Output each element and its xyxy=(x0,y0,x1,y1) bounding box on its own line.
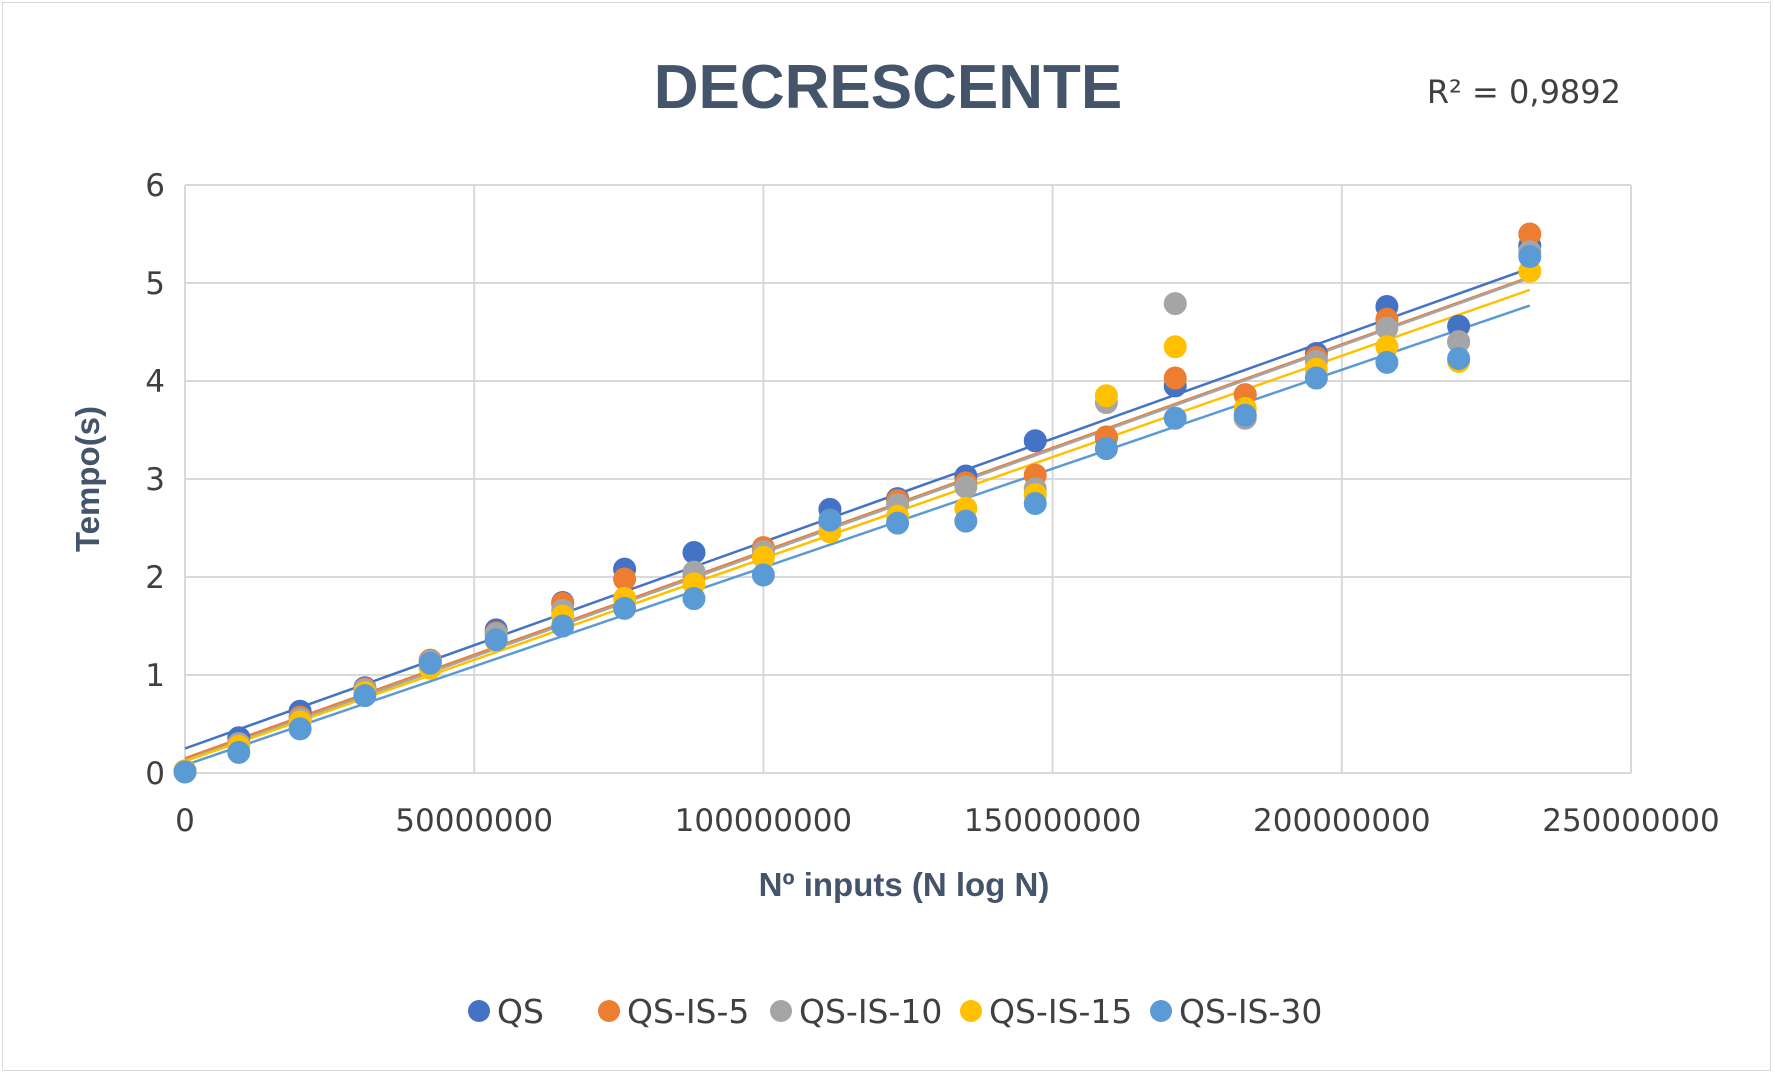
y-tick-label: 5 xyxy=(145,266,165,302)
point-qs-is-30 xyxy=(418,651,442,675)
x-axis-title: Nº inputs (N log N) xyxy=(759,866,1050,903)
point-qs-is-30 xyxy=(353,684,377,708)
point-qs-is-30 xyxy=(818,508,842,532)
legend-label: QS-IS-15 xyxy=(989,992,1132,1031)
legend-marker-qs-is-15 xyxy=(960,1000,982,1022)
x-tick-label: 0 xyxy=(175,803,195,839)
point-qs-is-30 xyxy=(227,740,251,764)
point-qs-is-10 xyxy=(954,475,978,499)
point-qs-is-5 xyxy=(613,567,637,591)
trendline-qs-is-10 xyxy=(184,276,1531,762)
point-qs-is-30 xyxy=(1023,492,1047,515)
point-qs-is-30 xyxy=(954,509,978,533)
point-qs-is-15 xyxy=(1163,335,1187,359)
point-qs-is-30 xyxy=(886,511,910,535)
point-qs-is-30 xyxy=(173,760,197,784)
x-tick-label: 100000000 xyxy=(675,803,853,839)
chart-svg: DECRESCENTE R² = 0,9892 0 1 2 3 4 5 6 0 50000000… xyxy=(69,53,1720,1031)
y-tick-label: 4 xyxy=(145,364,165,400)
point-qs-is-30 xyxy=(682,587,706,611)
legend-label: QS xyxy=(497,992,544,1031)
legend-label: QS-IS-30 xyxy=(1179,992,1322,1031)
point-qs-is-30 xyxy=(484,628,508,652)
point-qs-is-5 xyxy=(1163,366,1187,390)
point-qs-is-15 xyxy=(1094,384,1118,408)
trendline-qs-is-30 xyxy=(184,304,1531,767)
x-tick-label: 150000000 xyxy=(964,803,1142,839)
legend-marker-qs xyxy=(468,1000,490,1022)
point-qs xyxy=(682,541,706,564)
y-axis-title: Tempo(s) xyxy=(69,406,106,552)
point-qs-is-10 xyxy=(1163,292,1187,316)
legend-marker-qs-is-30 xyxy=(1150,1000,1172,1022)
legend-marker-qs-is-5 xyxy=(598,1000,620,1022)
legend-marker-qs-is-10 xyxy=(770,1000,792,1022)
y-tick-label: 1 xyxy=(145,658,165,694)
x-tick-label: 200000000 xyxy=(1253,803,1431,839)
legend-label: QS-IS-10 xyxy=(799,992,942,1031)
chart-title: DECRESCENTE xyxy=(654,53,1123,122)
point-qs-is-30 xyxy=(1375,350,1399,374)
y-tick-label: 3 xyxy=(145,462,165,498)
point-qs-is-30 xyxy=(1163,406,1187,430)
legend-label: QS-IS-5 xyxy=(627,992,749,1031)
point-qs xyxy=(1023,429,1047,453)
y-tick-label: 6 xyxy=(145,168,165,204)
r-squared-annotation: R² = 0,9892 xyxy=(1427,73,1621,111)
legend: QS QS-IS-5 QS-IS-10 QS-IS-15 QS-IS-30 xyxy=(468,992,1322,1031)
point-qs-is-30 xyxy=(288,717,312,741)
x-tick-label: 50000000 xyxy=(395,803,553,839)
trendlines xyxy=(184,267,1531,767)
point-qs-is-30 xyxy=(551,614,575,638)
point-qs-is-30 xyxy=(1094,437,1118,461)
axis-ticks: 0 1 2 3 4 5 6 0 50000000 100000000 150000000 200000… xyxy=(145,168,1719,839)
data-points xyxy=(173,222,1542,784)
point-qs-is-30 xyxy=(613,596,637,620)
y-tick-label: 0 xyxy=(145,756,165,792)
trendline-qs xyxy=(184,267,1531,750)
y-tick-label: 2 xyxy=(145,560,165,596)
point-qs-is-30 xyxy=(751,563,775,587)
point-qs-is-30 xyxy=(1447,346,1471,370)
point-qs-is-30 xyxy=(1233,403,1257,427)
trendline-qs-is-15 xyxy=(184,288,1531,763)
point-qs-is-30 xyxy=(1518,245,1542,269)
point-qs-is-30 xyxy=(1304,366,1328,390)
x-tick-label: 250000000 xyxy=(1542,803,1720,839)
